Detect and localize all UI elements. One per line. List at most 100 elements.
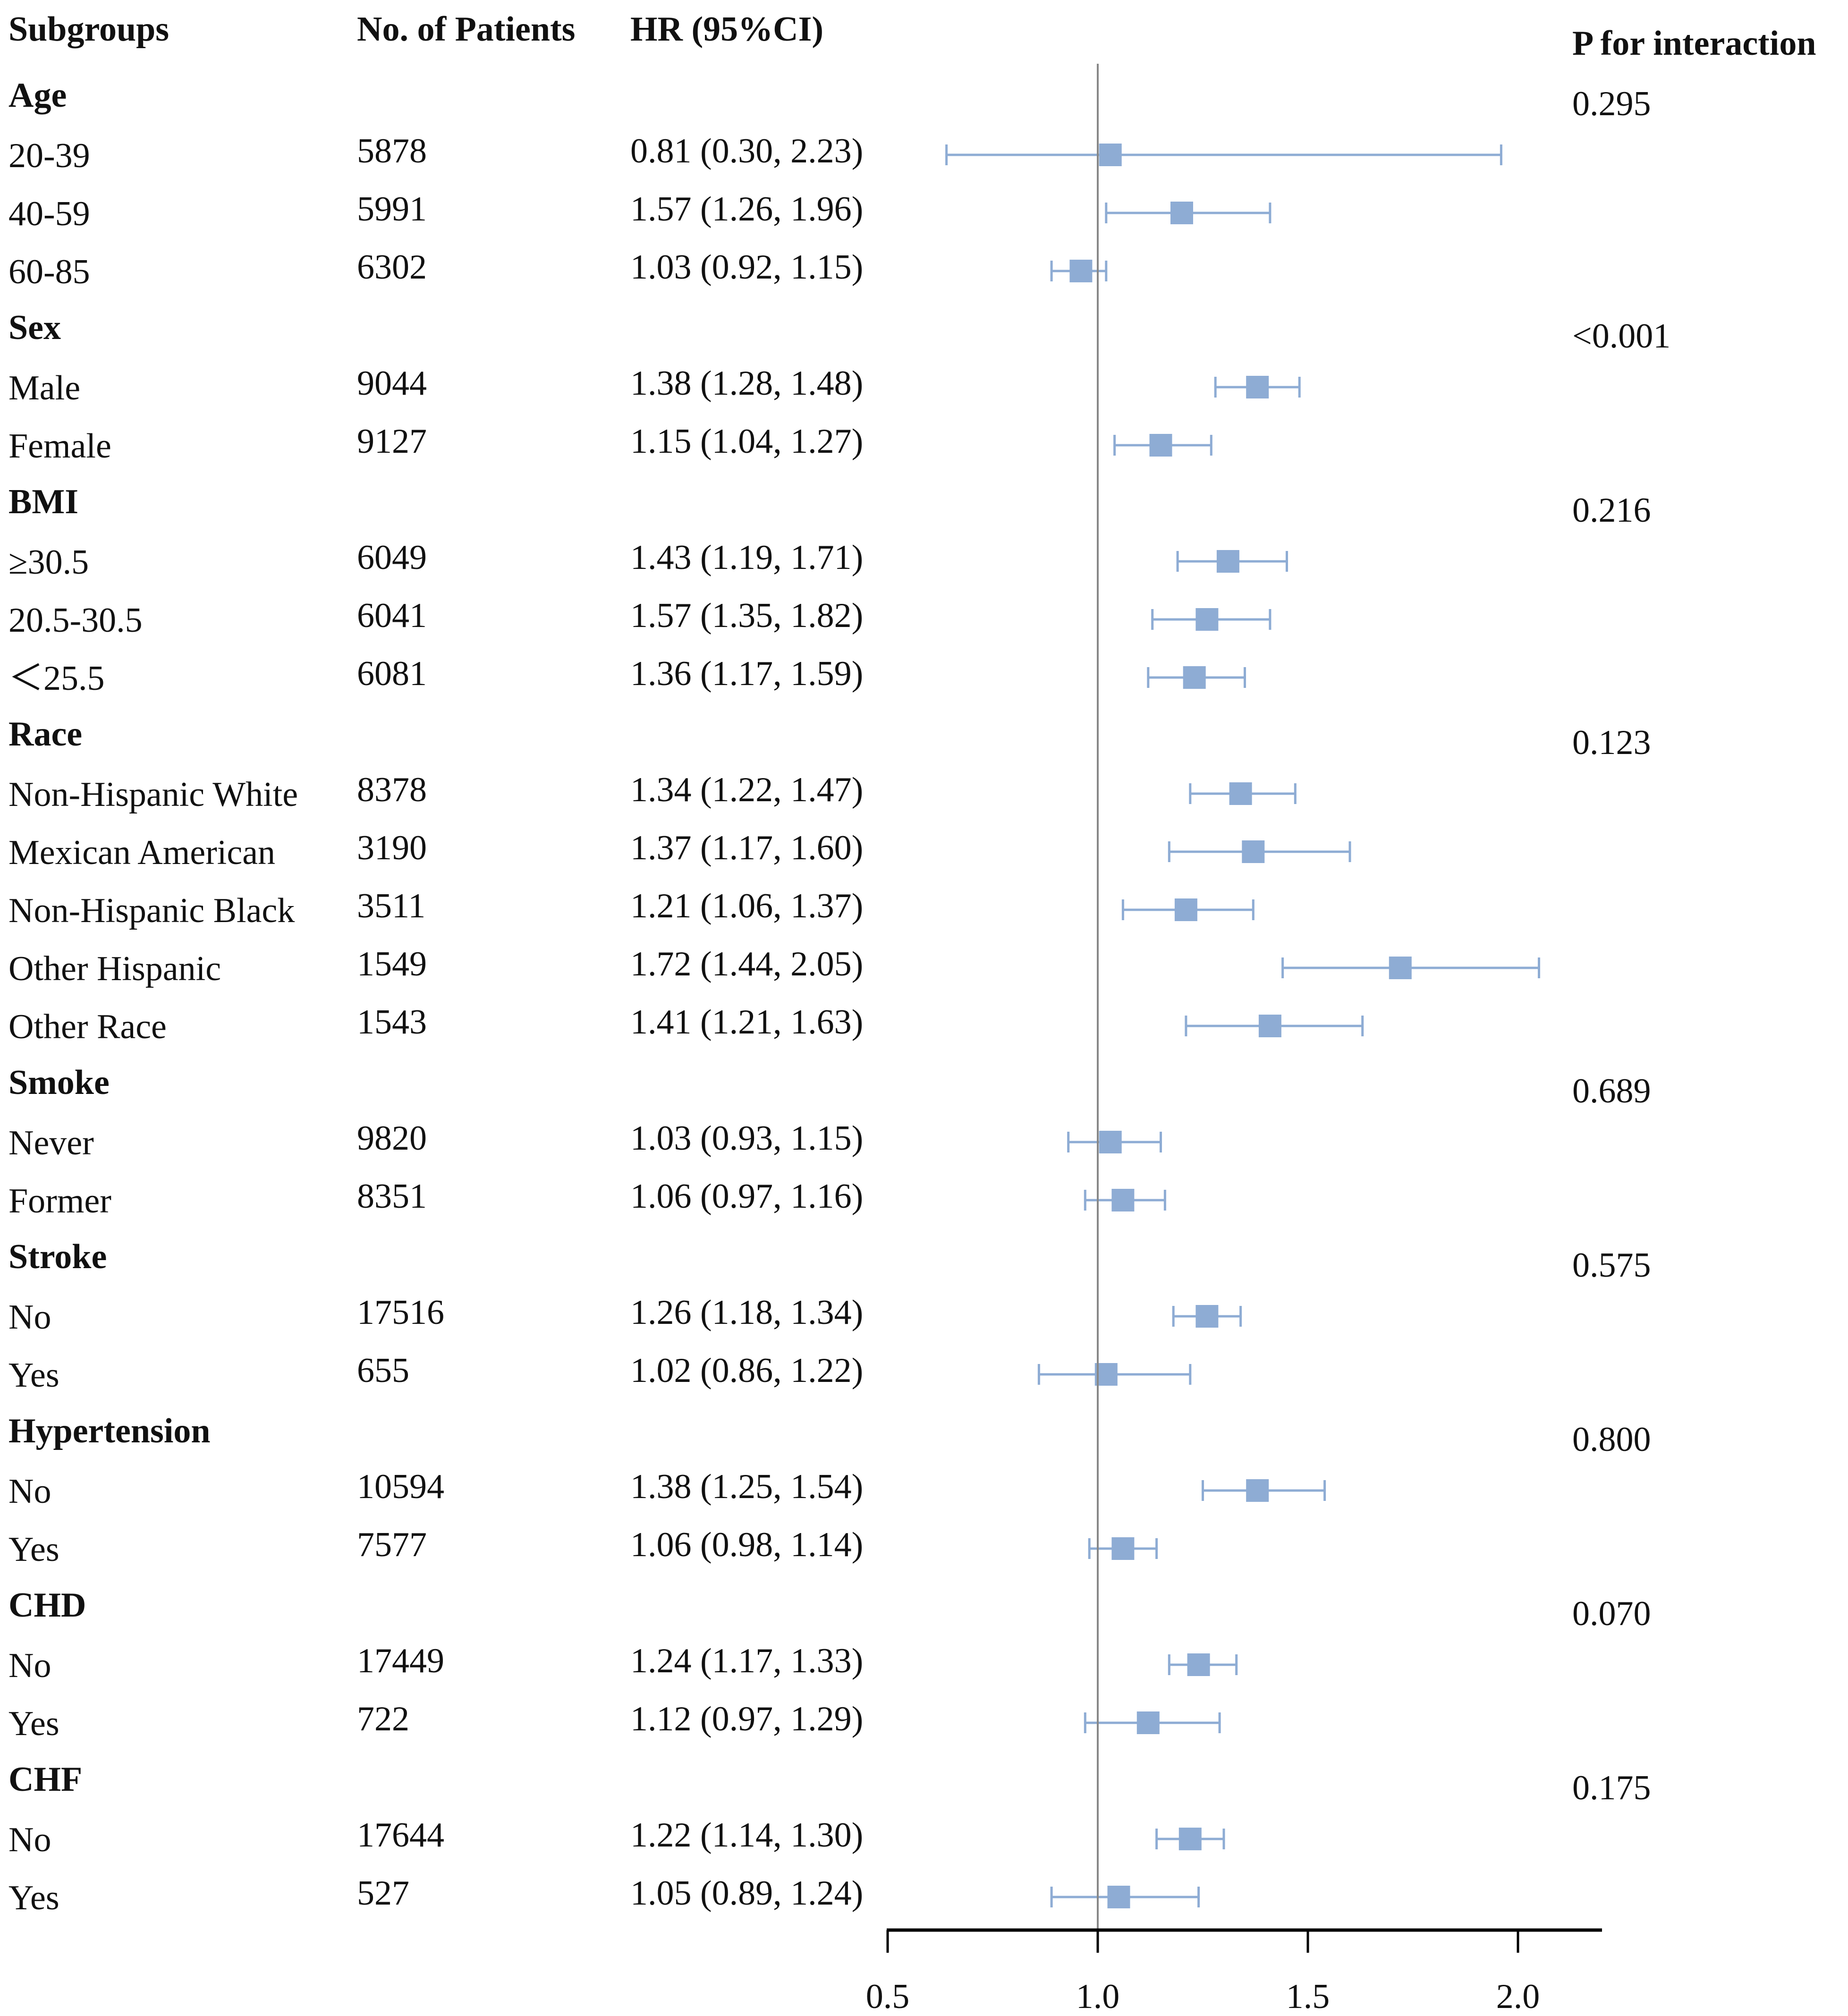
- patient-count: 17516: [357, 1293, 444, 1332]
- patient-count: 9044: [357, 364, 427, 403]
- hr-point: [1246, 376, 1269, 398]
- p-interaction-value: 0.575: [1572, 1246, 1651, 1285]
- hr-point: [1069, 260, 1093, 282]
- hr-point: [1170, 202, 1193, 224]
- p-interaction-value: 0.070: [1572, 1594, 1651, 1633]
- header-p-interaction: P for interaction: [1572, 24, 1816, 63]
- group-label: Stroke: [8, 1237, 107, 1276]
- hr-ci-text: 1.03 (0.93, 1.15): [630, 1119, 864, 1158]
- hr-ci-text: 1.24 (1.17, 1.33): [630, 1642, 864, 1680]
- x-tick-label: 1.5: [1286, 1977, 1330, 2016]
- p-interaction-value: <0.001: [1572, 317, 1671, 356]
- hr-point: [1242, 840, 1265, 863]
- hr-point: [1216, 550, 1239, 573]
- hr-ci-text: 1.06 (0.97, 1.16): [630, 1177, 864, 1216]
- patient-count: 5878: [357, 132, 427, 170]
- subgroup-label: Yes: [8, 1530, 59, 1569]
- x-tick-label: 0.5: [866, 1977, 910, 2016]
- patient-count: 6081: [357, 654, 427, 693]
- p-interaction-value: 0.295: [1572, 85, 1651, 123]
- subgroup-label: Non-Hispanic White: [8, 775, 298, 814]
- subgroup-label: 40-59: [8, 195, 90, 233]
- hr-point: [1246, 1479, 1269, 1502]
- subgroup-label: Yes: [8, 1704, 59, 1743]
- group-label: CHF: [8, 1760, 83, 1799]
- patient-count: 6041: [357, 596, 427, 635]
- subgroup-label: Male: [8, 369, 81, 407]
- patient-count: 8378: [357, 771, 427, 809]
- subgroup-label: Female: [8, 427, 111, 466]
- group-label: Race: [8, 715, 83, 754]
- x-tick-label: 1.0: [1076, 1977, 1120, 2016]
- subgroup-label: Other Hispanic: [8, 949, 221, 988]
- subgroup-label: No: [8, 1298, 51, 1337]
- hr-point: [1174, 898, 1197, 921]
- subgroup-label: Yes: [8, 1356, 59, 1395]
- patient-count: 10594: [357, 1467, 444, 1506]
- hr-ci-text: 0.81 (0.30, 2.23): [630, 132, 864, 170]
- hr-ci-text: 1.26 (1.18, 1.34): [630, 1293, 864, 1332]
- hr-point: [1195, 608, 1219, 631]
- hr-ci-text: 1.57 (1.26, 1.96): [630, 190, 864, 229]
- patient-count: 1549: [357, 945, 427, 983]
- group-label: Hypertension: [8, 1412, 211, 1450]
- p-interaction-value: 0.216: [1572, 491, 1651, 530]
- hr-point: [1149, 434, 1172, 457]
- group-label: Smoke: [8, 1063, 110, 1102]
- hr-ci-text: 1.37 (1.17, 1.60): [630, 829, 864, 867]
- subgroup-label: Yes: [8, 1879, 59, 1917]
- hr-ci-text: 1.21 (1.06, 1.37): [630, 887, 864, 925]
- group-label: Age: [8, 76, 67, 115]
- patient-count: 722: [357, 1700, 409, 1738]
- hr-ci-text: 1.38 (1.25, 1.54): [630, 1467, 864, 1506]
- hr-ci-text: 1.05 (0.89, 1.24): [630, 1874, 864, 1913]
- patient-count: 7577: [357, 1525, 427, 1564]
- hr-point: [1111, 1189, 1135, 1211]
- subgroup-label: Never: [8, 1124, 94, 1162]
- hr-point: [1389, 957, 1412, 979]
- subgroup-label: No: [8, 1646, 51, 1685]
- patient-count: 527: [357, 1874, 409, 1913]
- hr-ci-text: 1.15 (1.04, 1.27): [630, 422, 864, 461]
- patient-count: 3511: [357, 887, 426, 925]
- hr-ci-text: 1.12 (0.97, 1.29): [630, 1700, 864, 1738]
- hr-point: [1111, 1537, 1135, 1560]
- header-subgroups: Subgroups: [8, 10, 170, 49]
- hr-ci-text: 1.34 (1.22, 1.47): [630, 771, 864, 809]
- hr-point: [1107, 1886, 1130, 1908]
- header-patients: No. of Patients: [357, 10, 576, 49]
- patient-count: 17449: [357, 1642, 444, 1680]
- hr-ci-text: 1.72 (1.44, 2.05): [630, 945, 864, 983]
- hr-ci-text: 1.03 (0.92, 1.15): [630, 248, 864, 287]
- subgroup-label: ＜25.5: [8, 659, 105, 698]
- hr-point: [1187, 1653, 1210, 1676]
- subgroup-label: No: [8, 1821, 51, 1859]
- hr-ci-text: 1.43 (1.19, 1.71): [630, 538, 864, 577]
- hr-point: [1229, 782, 1252, 805]
- x-tick-label: 2.0: [1496, 1977, 1540, 2016]
- hr-ci-text: 1.02 (0.86, 1.22): [630, 1351, 864, 1390]
- hr-point: [1099, 1131, 1122, 1153]
- group-label: CHD: [8, 1586, 86, 1625]
- hr-ci-text: 1.22 (1.14, 1.30): [630, 1816, 864, 1855]
- subgroup-label: No: [8, 1472, 51, 1511]
- header-hr: HR (95%CI): [630, 10, 824, 49]
- patient-count: 6302: [357, 248, 427, 287]
- p-interaction-value: 0.123: [1572, 723, 1651, 762]
- patient-count: 1543: [357, 1003, 427, 1042]
- p-interaction-value: 0.175: [1572, 1769, 1651, 1807]
- p-interaction-value: 0.800: [1572, 1420, 1651, 1459]
- patient-count: 3190: [357, 829, 427, 867]
- subgroup-label: 20-39: [8, 136, 90, 175]
- hr-ci-text: 1.41 (1.21, 1.63): [630, 1003, 864, 1042]
- patient-count: 655: [357, 1351, 409, 1390]
- subgroup-label: 20.5-30.5: [8, 601, 143, 640]
- hr-point: [1099, 144, 1122, 166]
- patient-count: 6049: [357, 538, 427, 577]
- subgroup-label: Non-Hispanic Black: [8, 891, 295, 930]
- subgroup-label: Mexican American: [8, 833, 276, 872]
- subgroup-label: ≥30.5: [8, 543, 89, 582]
- hr-point: [1258, 1015, 1281, 1037]
- patient-count: 9127: [357, 422, 427, 461]
